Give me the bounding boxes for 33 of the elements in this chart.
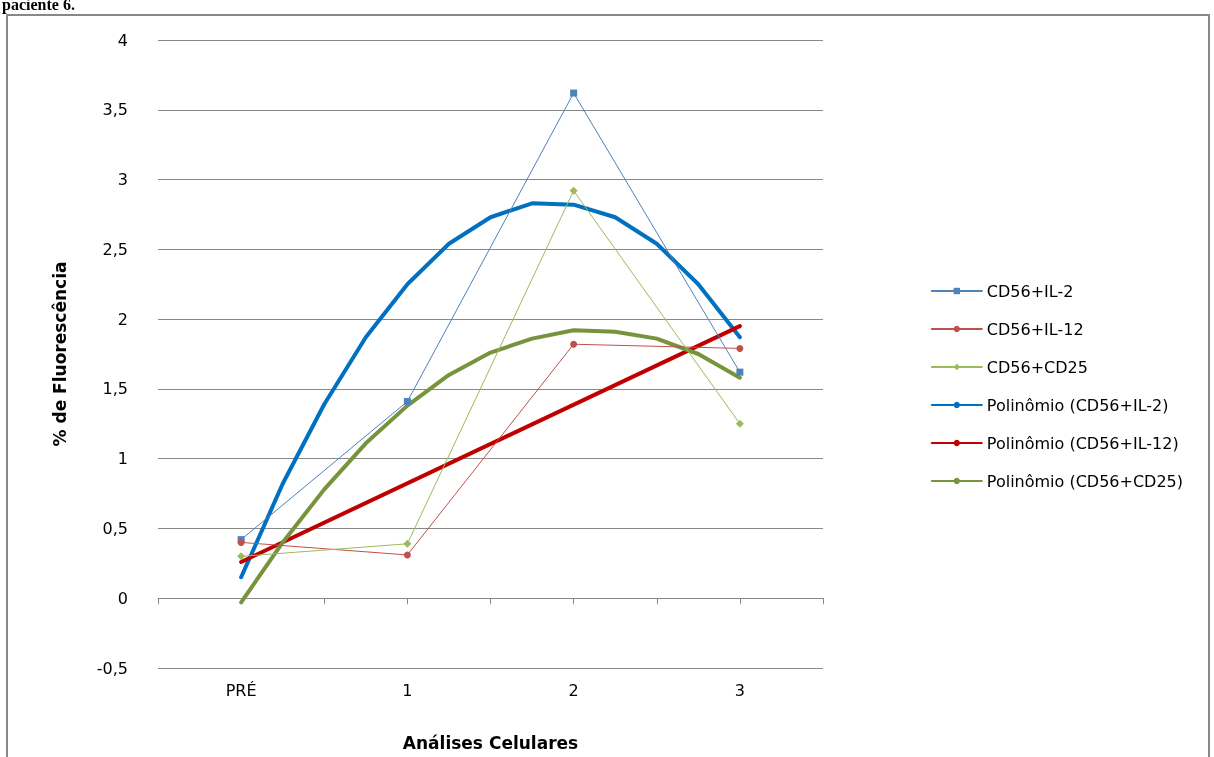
y-tick-label: 2,5 bbox=[102, 239, 128, 259]
legend-label: CD56+IL-2 bbox=[986, 281, 1074, 301]
point bbox=[237, 552, 246, 561]
y-tick-label: 3,5 bbox=[102, 100, 128, 120]
x-tick-label: 3 bbox=[734, 680, 745, 700]
line-series bbox=[239, 328, 742, 605]
legend-label: Polinômio (CD56+IL-12) bbox=[986, 433, 1179, 453]
point bbox=[403, 539, 412, 548]
point bbox=[569, 186, 578, 195]
y-axis-title: % de Fluorescência bbox=[49, 261, 70, 447]
point bbox=[570, 340, 578, 348]
y-tick-label: 0,5 bbox=[102, 518, 128, 538]
point bbox=[736, 368, 744, 376]
x-tick-label: 2 bbox=[568, 680, 579, 700]
y-tick-label: 3 bbox=[117, 170, 128, 190]
y-tick-label: 2 bbox=[117, 309, 128, 329]
y-tick-label: 1 bbox=[117, 449, 128, 469]
point bbox=[403, 397, 411, 405]
x-axis-title: Análises Celulares bbox=[402, 732, 579, 753]
point bbox=[736, 344, 744, 352]
point bbox=[735, 419, 744, 428]
y-tick-label: 1,5 bbox=[102, 379, 128, 399]
x-tick-label: PRÉ bbox=[225, 680, 257, 700]
legend-label: Polinômio (CD56+IL-2) bbox=[986, 395, 1169, 415]
legend-label: Polinômio (CD56+CD25) bbox=[986, 471, 1183, 491]
point bbox=[403, 551, 411, 559]
point bbox=[570, 89, 578, 97]
y-tick-label: 4 bbox=[117, 30, 128, 50]
legend-label: CD56+CD25 bbox=[986, 357, 1088, 377]
legend-label: CD56+IL-12 bbox=[986, 319, 1084, 339]
y-tick-label: -0,5 bbox=[96, 658, 128, 678]
x-tick-label: 1 bbox=[402, 680, 413, 700]
y-tick-label: 0 bbox=[117, 588, 128, 608]
